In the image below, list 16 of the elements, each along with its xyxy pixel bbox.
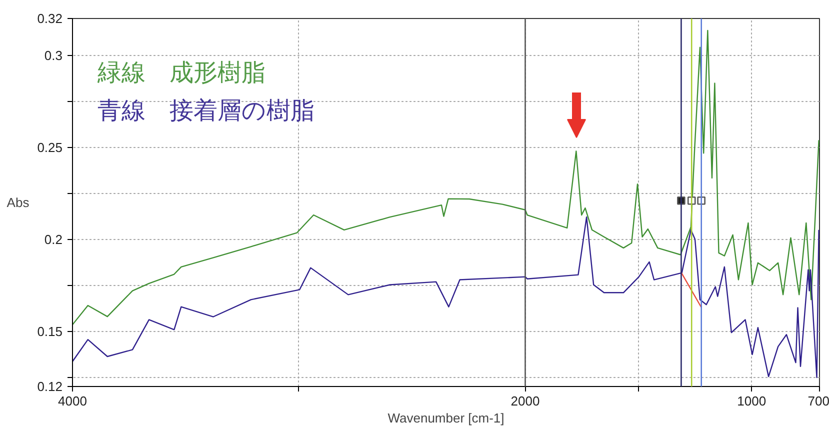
text: 青線 接着層の樹脂	[98, 96, 314, 124]
text: 緑線 成形樹脂	[96, 58, 266, 86]
x-tick-label: 2000	[510, 394, 540, 408]
line-series	[72, 216, 820, 378]
x-axis-title: Wavenumber [cm-1]	[388, 410, 504, 426]
x-tick-label: 1000	[737, 394, 766, 408]
y-tick-label: 0.15	[37, 324, 63, 339]
x-tick-label: 4000	[58, 394, 87, 408]
y-tick-label: 0.2	[44, 232, 63, 247]
y-tick-label: 0.32	[37, 11, 63, 26]
y-axis-title: Abs	[6, 195, 30, 210]
y-tick-label: 0.3	[44, 48, 63, 63]
y-tick-label: 0.25	[37, 140, 63, 155]
y-tick-label: 0.12	[37, 379, 63, 394]
x-tick-label: 700	[808, 394, 829, 408]
line-series	[72, 30, 820, 326]
